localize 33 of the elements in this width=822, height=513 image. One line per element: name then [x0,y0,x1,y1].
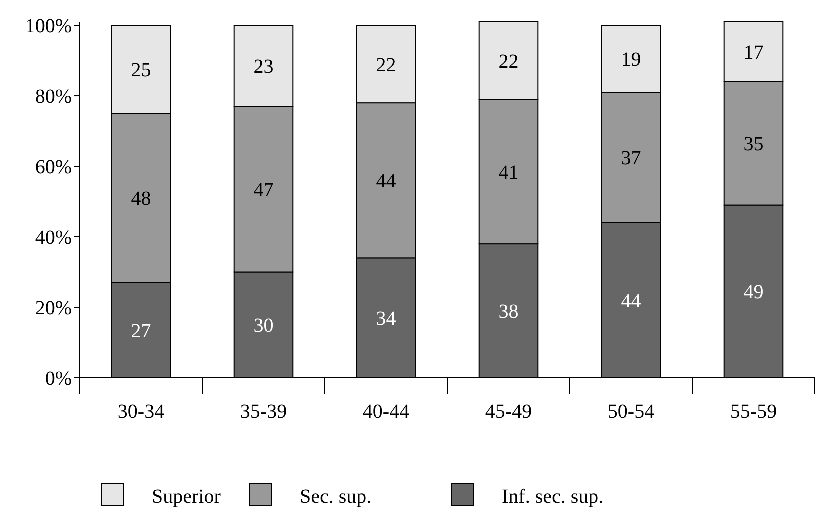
data-label: 22 [376,54,396,76]
data-label: 23 [254,56,274,78]
data-label: 44 [376,170,396,193]
data-label: 47 [254,179,274,202]
x-tick-label: 40-44 [362,401,410,423]
x-tick-label: 30-34 [118,401,165,423]
data-label: 27 [131,320,152,342]
data-label: 19 [621,49,642,72]
y-tick-label: 80% [35,86,72,108]
data-label: 44 [621,290,642,312]
legend-label: Sec. sup. [300,486,372,508]
x-tick-label: 50-54 [608,401,655,423]
data-label: 48 [131,188,152,210]
y-tick-label: 40% [35,227,72,250]
x-tick-label: 55-59 [730,401,778,423]
data-label: 49 [744,282,764,304]
y-tick-label: 20% [35,298,72,320]
data-label: 22 [498,50,519,73]
data-label: 25 [131,60,152,82]
data-label: 30 [254,315,274,338]
legend-label: Inf. sec. sup. [502,486,604,508]
y-tick-label: 60% [35,156,72,179]
legend-label: Superior [152,486,222,508]
data-label: 17 [744,42,764,64]
data-label: 35 [744,134,764,156]
data-label: 34 [376,308,396,330]
data-label: 37 [621,148,642,170]
x-tick-label: 35-39 [240,401,288,423]
data-label: 38 [498,301,519,324]
x-tick-label: 45-49 [485,401,532,423]
data-label: 41 [498,162,519,184]
y-tick-label: 0% [45,368,72,390]
y-tick-label: 100% [25,16,72,38]
